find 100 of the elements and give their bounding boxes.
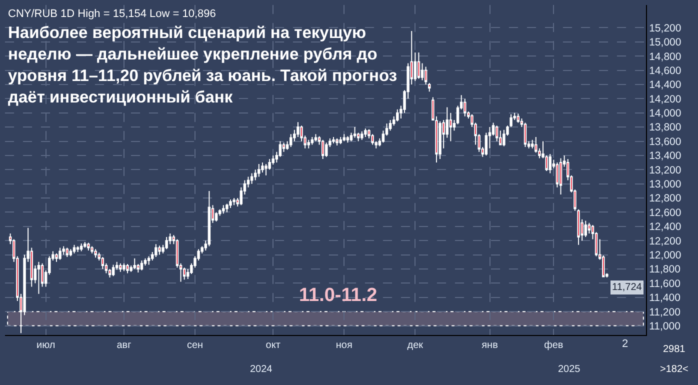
- candlestick: [272, 154, 274, 166]
- candlestick: [342, 134, 346, 142]
- y-tick-label: 15,000: [649, 36, 682, 49]
- candlestick: [296, 122, 300, 138]
- y-tick-label: 13,600: [649, 136, 682, 148]
- candlestick: [314, 134, 318, 142]
- candlestick: [559, 158, 562, 195]
- x-tick-label: янв: [482, 340, 498, 351]
- candlestick: [94, 248, 97, 258]
- x-tick-label: фев: [544, 340, 564, 351]
- y-tick-label: 11,600: [649, 278, 681, 290]
- chart-title: CNY/RUB 1D High = 15,154 Low = 10,896: [8, 8, 216, 20]
- candlestick: [69, 248, 72, 257]
- y-tick-label: 12,400: [649, 221, 682, 234]
- candlestick: [360, 130, 364, 140]
- candlestick: [226, 203, 228, 213]
- candlestick: [332, 136, 335, 144]
- x-tick-label: июл: [36, 340, 56, 351]
- candlestick: [80, 242, 83, 252]
- candlestick: [222, 204, 225, 214]
- candlestick: [417, 52, 420, 80]
- text: 11,724: [612, 282, 642, 293]
- x-tick-label: окт: [266, 340, 281, 351]
- x-tick-label: авг: [116, 340, 132, 351]
- candlestick: [76, 246, 80, 252]
- candlestick: [325, 142, 328, 158]
- candlestick: [310, 136, 314, 146]
- candlestick: [464, 98, 466, 117]
- candlestick: [101, 256, 104, 270]
- candlestick: [229, 198, 232, 208]
- candlestick: [336, 138, 338, 146]
- x-tick-label: дек: [407, 340, 424, 351]
- y-tick-label: 14,000: [649, 108, 682, 120]
- candlestick: [154, 244, 158, 258]
- candlestick: [524, 122, 527, 148]
- text: 2025: [558, 364, 581, 375]
- candlestick: [321, 139, 324, 160]
- y-tick-label: 11,200: [649, 306, 681, 318]
- candlestick: [165, 236, 168, 250]
- y-tick-label: 12,600: [649, 206, 682, 219]
- candlestick: [548, 154, 552, 174]
- text: 2024: [250, 364, 273, 375]
- y-tick-label: 13,800: [649, 122, 682, 134]
- candlestick: [208, 190, 211, 247]
- candlestick: [72, 244, 76, 254]
- candlestick: [84, 242, 86, 248]
- y-tick-label: 15,200: [649, 22, 682, 34]
- candlestick: [133, 258, 136, 270]
- candlestick: [158, 245, 161, 256]
- candlestick: [112, 264, 115, 277]
- candlestick: [87, 242, 90, 252]
- candlestick: [258, 163, 260, 178]
- candlestick: [307, 139, 310, 149]
- candlestick: [37, 261, 40, 294]
- candlestick: [584, 220, 587, 238]
- y-tick-label: 13,200: [649, 164, 682, 176]
- candlestick: [353, 126, 356, 138]
- candlestick: [495, 125, 498, 142]
- candlestick: [438, 120, 442, 160]
- candlestick: [346, 136, 350, 144]
- x-tick-label: ноя: [336, 340, 352, 351]
- text: >182<: [660, 364, 689, 375]
- candlestick: [250, 172, 254, 184]
- text: Наиболее вероятный сценарий на текущую неделю — дальнейшее укрепление рубля до уровня 11–11,20 рублей за юань. Такой прогноз даёт инвестиционный банк: [8, 24, 398, 106]
- candlestick: [168, 233, 172, 245]
- candlestick: [182, 267, 186, 280]
- x-tick-label: сен: [186, 340, 204, 351]
- candlestick: [58, 247, 62, 260]
- y-tick-label: 14,400: [649, 79, 682, 92]
- y-tick-label: 11,800: [649, 264, 681, 276]
- candlestick: [126, 264, 129, 274]
- candlestick: [502, 129, 506, 147]
- candlestick: [261, 162, 264, 173]
- y-tick-label: 11,400: [649, 292, 681, 304]
- y-tick-label: 13,400: [649, 150, 682, 162]
- y-tick-label: 12,000: [649, 249, 682, 262]
- candlestick: [530, 139, 534, 149]
- candlestick: [122, 262, 126, 272]
- y-tick-label: 14,800: [649, 50, 682, 63]
- candlestick: [396, 108, 399, 122]
- candlestick: [232, 198, 236, 206]
- candlestick: [364, 128, 367, 138]
- candlestick: [140, 260, 144, 271]
- y-tick-label: 14,200: [649, 93, 682, 106]
- candlestick: [339, 136, 342, 145]
- candlestick: [90, 246, 94, 254]
- candlestick: [388, 119, 392, 132]
- candlestick: [516, 113, 520, 124]
- band-label: 11.0-11.2: [299, 285, 378, 306]
- y-tick-label: 14,600: [649, 64, 682, 77]
- candlestick: [147, 256, 150, 266]
- y-tick-label: 13,000: [649, 178, 682, 191]
- y-tick-label: 12,200: [649, 235, 682, 248]
- y-tick-label: 11,000: [649, 320, 681, 332]
- text: 2981: [663, 344, 686, 355]
- text: 2: [622, 338, 628, 350]
- candlestick: [264, 163, 268, 176]
- candlestick: [119, 262, 122, 272]
- candlestick: [290, 134, 292, 148]
- candlestick: [66, 247, 69, 258]
